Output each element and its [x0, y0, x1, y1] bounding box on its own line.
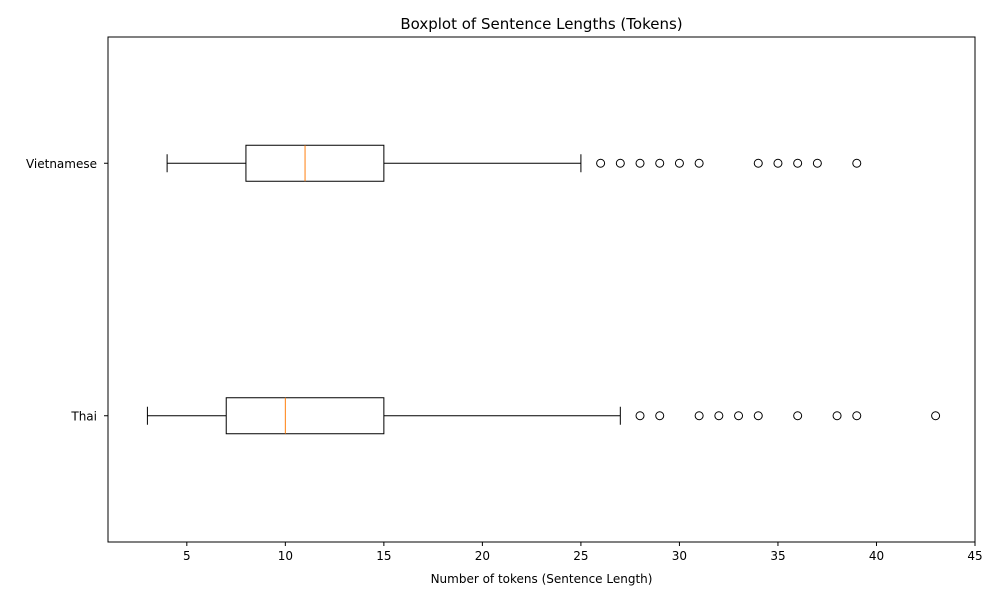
chart-title: Boxplot of Sentence Lengths (Tokens)	[400, 15, 682, 33]
outlier-point	[694, 158, 704, 168]
outlier-point	[773, 158, 783, 168]
x-tick-label: 10	[278, 549, 293, 563]
outlier-point	[931, 411, 941, 421]
outlier-point	[852, 411, 862, 421]
x-tick-label: 30	[672, 549, 687, 563]
outlier-point	[852, 158, 862, 168]
plot-frame	[107, 36, 976, 543]
outlier-point	[615, 158, 625, 168]
outlier-point	[734, 411, 744, 421]
iqr-box	[225, 397, 385, 435]
x-tick-label: 25	[573, 549, 588, 563]
x-tick-label: 15	[376, 549, 391, 563]
box-group	[166, 144, 862, 182]
y-axis: Thai Vietnamese	[26, 157, 108, 423]
boxes-layer	[146, 144, 941, 435]
outlier-point	[812, 158, 822, 168]
box-group	[146, 397, 941, 435]
iqr-box	[245, 144, 385, 182]
x-axis: 5 10 15 20 25 30 35 40 45	[183, 542, 983, 563]
outlier-point	[635, 158, 645, 168]
outlier-point	[674, 158, 684, 168]
x-tick-label: 45	[967, 549, 982, 563]
outlier-point	[753, 411, 763, 421]
x-tick-label: 20	[475, 549, 490, 563]
outlier-point	[832, 411, 842, 421]
outlier-point	[694, 411, 704, 421]
outlier-point	[655, 158, 665, 168]
x-tick-label: 40	[869, 549, 884, 563]
outlier-point	[714, 411, 724, 421]
y-tick-label: Vietnamese	[26, 157, 97, 171]
y-tick-label: Thai	[70, 409, 97, 423]
outlier-point	[655, 411, 665, 421]
x-tick-label: 35	[770, 549, 785, 563]
outlier-point	[596, 158, 606, 168]
outlier-point	[635, 411, 645, 421]
outlier-point	[793, 158, 803, 168]
x-tick-label: 5	[183, 549, 191, 563]
outlier-point	[753, 158, 763, 168]
x-axis-label: Number of tokens (Sentence Length)	[431, 572, 653, 586]
outlier-point	[793, 411, 803, 421]
